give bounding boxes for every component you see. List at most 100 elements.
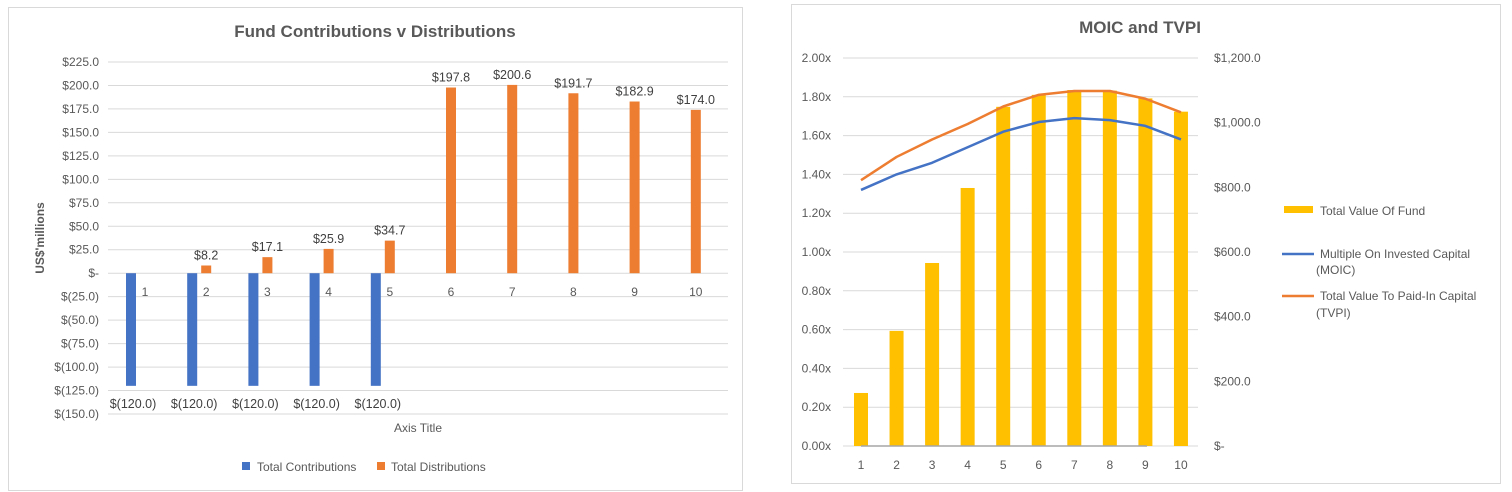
total-value-bar: [1102, 90, 1117, 446]
y-tick-label: $(100.0): [54, 360, 99, 374]
y-tick-label: $50.0: [69, 219, 99, 233]
x-tick-label: 7: [509, 285, 516, 299]
total-value-bar: [1173, 111, 1188, 446]
y-tick-label: $75.0: [69, 196, 99, 210]
y-right-tick-label: $400.0: [1214, 310, 1251, 324]
y-left-tick-label: 0.60x: [802, 323, 831, 337]
legend-label-total-value: Total Value Of Fund: [1320, 204, 1425, 218]
y-right-tick-label: $800.0: [1214, 180, 1251, 194]
legend-label-distributions: Total Distributions: [391, 460, 486, 474]
y-left-tick-label: 1.00x: [802, 245, 831, 259]
x-tick-label: 9: [631, 285, 638, 299]
total-value-bar: [960, 187, 975, 447]
x-tick-label: 5: [386, 285, 393, 299]
distribution-bar: [323, 248, 334, 274]
legend-swatch-total-value: [1284, 206, 1313, 213]
y-tick-label: $100.0: [62, 172, 99, 186]
contributions-chart-panel: [8, 7, 743, 491]
distribution-bar: [384, 240, 395, 274]
y-tick-label: $(75.0): [61, 337, 99, 351]
y-tick-label: $(50.0): [61, 313, 99, 327]
total-value-bar: [925, 262, 940, 446]
y-axis-title: US$'millions: [33, 202, 47, 274]
y-left-tick-label: 1.80x: [802, 90, 831, 104]
legend-label-moic-abbr: (MOIC): [1316, 263, 1355, 277]
distribution-bar: [690, 109, 701, 274]
y-left-tick-label: 0.40x: [802, 361, 831, 375]
total-value-bar: [1067, 90, 1082, 446]
x-tick-label: 2: [893, 458, 900, 472]
contribution-bar: [309, 273, 320, 386]
x-tick-label: 5: [1000, 458, 1007, 472]
distribution-data-label: $174.0: [677, 93, 715, 107]
x-tick-label: 1: [142, 285, 149, 299]
y-left-tick-label: 2.00x: [802, 51, 831, 65]
tvpi-line: [860, 89, 1182, 182]
legend-swatch-distributions: [377, 462, 385, 470]
y-tick-label: $200.0: [62, 78, 99, 92]
x-tick-label: 8: [1107, 458, 1114, 472]
x-tick-label: 1: [858, 458, 865, 472]
y-tick-label: $125.0: [62, 149, 99, 163]
legend-label-contributions: Total Contributions: [257, 460, 356, 474]
contribution-bar: [187, 273, 198, 386]
y-left-tick-label: 0.80x: [802, 284, 831, 298]
legend-label-tvpi: Total Value To Paid-In Capital: [1320, 289, 1476, 303]
x-tick-label: 2: [203, 285, 210, 299]
distribution-data-label: $34.7: [374, 224, 405, 238]
x-tick-label: 10: [689, 285, 703, 299]
y-left-tick-label: 0.00x: [802, 439, 831, 453]
chart-title: MOIC and TVPI: [1079, 18, 1201, 37]
contribution-bar: [370, 273, 381, 386]
distribution-bar: [507, 84, 518, 274]
x-tick-label: 3: [264, 285, 271, 299]
y-tick-label: $(125.0): [54, 384, 99, 398]
distribution-data-label: $8.2: [194, 249, 218, 263]
y-tick-label: $175.0: [62, 102, 99, 116]
contribution-bar: [248, 273, 259, 386]
y-right-tick-label: $-: [1214, 439, 1225, 453]
distribution-data-label: $182.9: [615, 85, 653, 99]
legend-label-tvpi-abbr: (TVPI): [1316, 306, 1351, 320]
contribution-data-label: $(120.0): [110, 397, 157, 411]
y-tick-label: $-: [88, 266, 99, 280]
x-tick-label: 6: [1035, 458, 1042, 472]
x-axis-title: Axis Title: [394, 421, 442, 435]
y-left-tick-label: 1.20x: [802, 206, 831, 220]
contribution-data-label: $(120.0): [293, 397, 340, 411]
distribution-data-label: $17.1: [252, 240, 283, 254]
contribution-data-label: $(120.0): [355, 397, 402, 411]
total-value-bar: [1138, 98, 1153, 447]
x-tick-label: 6: [448, 285, 455, 299]
x-tick-label: 4: [964, 458, 971, 472]
legend-label-moic: Multiple On Invested Capital: [1320, 247, 1470, 261]
distribution-bar: [629, 101, 640, 274]
distribution-data-label: $200.6: [493, 68, 531, 82]
x-tick-label: 9: [1142, 458, 1149, 472]
y-right-tick-label: $200.0: [1214, 374, 1251, 388]
x-tick-label: 7: [1071, 458, 1078, 472]
x-tick-label: 3: [929, 458, 936, 472]
y-tick-label: $225.0: [62, 55, 99, 69]
moic-line: [860, 116, 1182, 192]
y-tick-label: $(150.0): [54, 407, 99, 421]
y-left-tick-label: 1.40x: [802, 167, 831, 181]
total-value-bar: [854, 392, 868, 446]
y-tick-label: $25.0: [69, 243, 99, 257]
chart-title: Fund Contributions v Distributions: [234, 22, 515, 41]
y-right-tick-label: $1,000.0: [1214, 116, 1261, 130]
distribution-data-label: $197.8: [432, 71, 470, 85]
legend-swatch-contributions: [242, 462, 250, 470]
distribution-bar: [568, 93, 579, 274]
distribution-bar: [262, 257, 273, 274]
y-left-tick-label: 0.20x: [802, 400, 831, 414]
y-tick-label: $(25.0): [61, 290, 99, 304]
contribution-data-label: $(120.0): [232, 397, 279, 411]
total-value-bar: [1031, 94, 1046, 447]
contribution-bar: [126, 273, 136, 386]
y-right-tick-label: $600.0: [1214, 245, 1251, 259]
distribution-bar: [446, 87, 456, 274]
y-right-tick-label: $1,200.0: [1214, 51, 1261, 65]
total-value-bar: [996, 106, 1011, 446]
